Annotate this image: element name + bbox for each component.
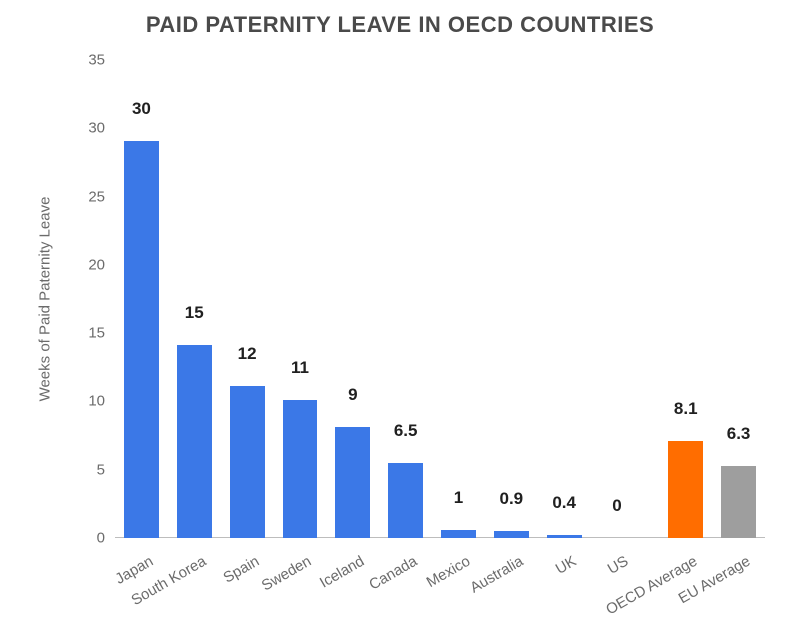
y-tick-label: 25 [88,188,105,205]
bar [283,400,318,538]
bar-value-label: 0.4 [552,493,576,513]
x-tick-label: Canada [366,553,420,594]
bar [668,441,703,538]
x-tick-label: Spain [220,553,262,587]
bar-value-label: 1 [454,488,463,508]
bar-value-label: 11 [291,358,309,378]
y-tick-label: 0 [97,530,105,547]
bar-value-label: 0.9 [500,489,524,509]
chart-root: PAID PATERNITY LEAVE IN OECD COUNTRIES W… [0,0,800,642]
y-tick-label: 30 [88,120,105,137]
x-tick-label: Iceland [317,553,367,592]
bar-value-label: 30 [132,99,151,119]
bar-value-label: 6.5 [394,421,418,441]
x-tick-label: UK [552,553,579,578]
bar [721,466,756,538]
y-axis-label: Weeks of Paid Paternity Leave [37,197,54,402]
y-tick-label: 35 [88,52,105,69]
x-tick-label: Mexico [424,553,474,591]
y-tick-label: 20 [88,256,105,273]
bar [124,141,159,538]
x-tick-label: Australia [467,553,526,597]
chart-title: PAID PATERNITY LEAVE IN OECD COUNTRIES [0,12,800,38]
bar [547,535,582,538]
bar [335,427,370,538]
x-tick-label: Sweden [259,553,314,595]
y-tick-label: 5 [97,461,105,478]
bar [177,345,212,538]
bar [230,386,265,538]
bar-value-label: 8.1 [674,399,698,419]
bar-value-label: 15 [185,303,204,323]
bar-value-label: 9 [348,385,357,405]
y-tick-label: 15 [88,325,105,342]
bar-value-label: 12 [238,344,257,364]
plot-area: 30 15 12 11 9 6.5 1 0.9 0.4 0 8.1 6.3 [115,60,765,538]
bar [441,530,476,538]
bar-value-label: 6.3 [727,424,751,444]
bar [388,463,423,538]
bar [494,531,529,539]
x-tick-label: US [605,553,632,578]
y-tick-label: 10 [88,393,105,410]
bar-value-label: 0 [612,496,621,516]
